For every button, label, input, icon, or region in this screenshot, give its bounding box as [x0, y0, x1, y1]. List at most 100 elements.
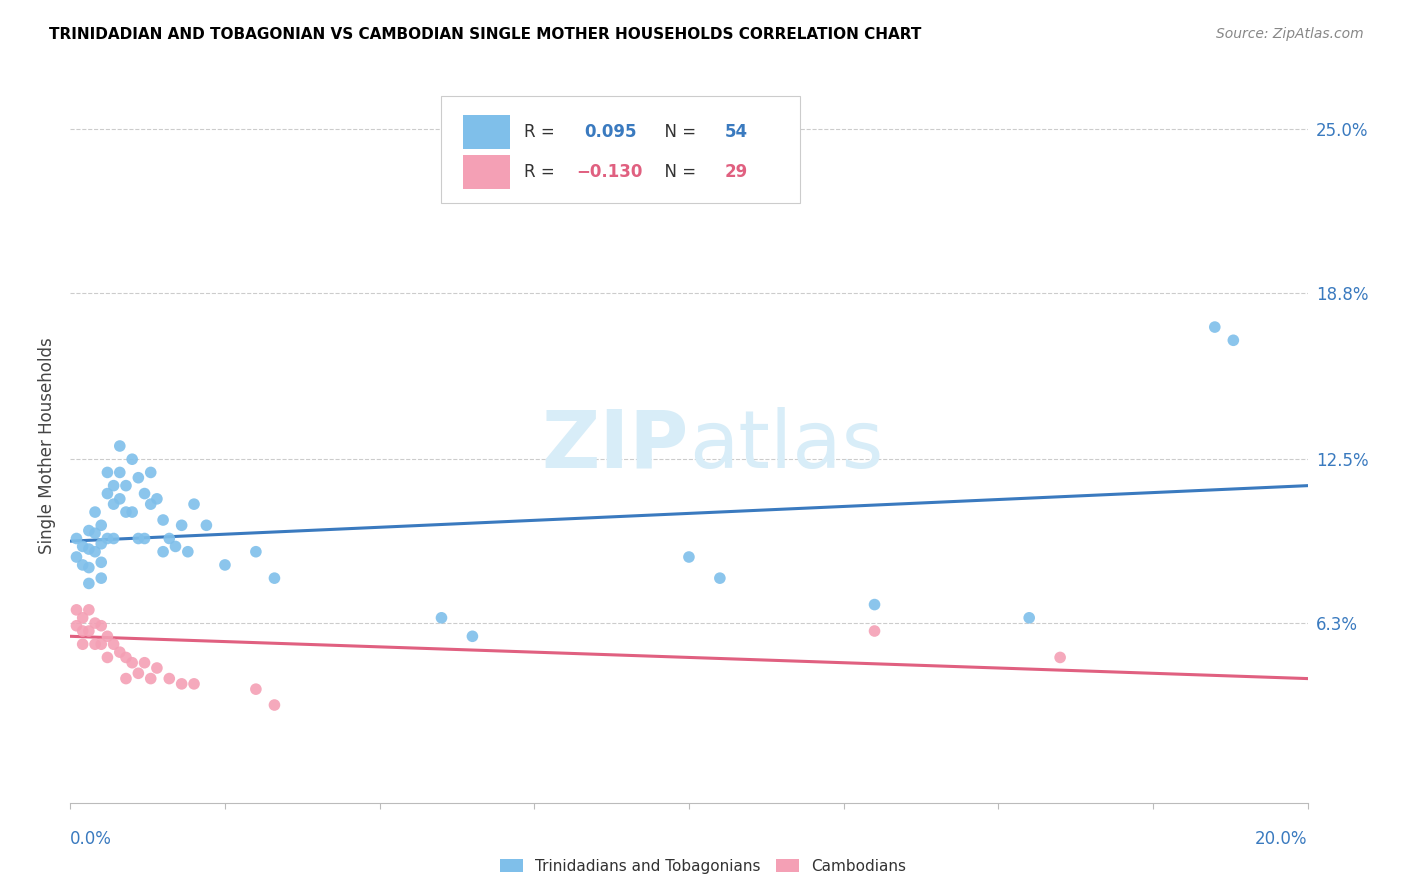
Point: [121, 656, 143, 670]
Point: [461, 629, 484, 643]
Text: R =: R =: [524, 123, 561, 141]
FancyBboxPatch shape: [463, 154, 509, 189]
Point: [863, 624, 886, 638]
Point: [84, 616, 107, 631]
Point: [96, 650, 118, 665]
Point: [678, 549, 700, 564]
Point: [1222, 333, 1244, 347]
Point: [103, 497, 125, 511]
Point: [115, 505, 138, 519]
Point: [165, 540, 187, 554]
Point: [72, 624, 94, 638]
Point: [103, 478, 125, 492]
Text: 29: 29: [725, 163, 748, 181]
Point: [65, 532, 87, 546]
Point: [139, 672, 162, 686]
Point: [157, 532, 180, 546]
Text: atlas: atlas: [689, 407, 883, 485]
Point: [77, 624, 100, 638]
Legend: Trinidadians and Tobagonians, Cambodians: Trinidadians and Tobagonians, Cambodians: [494, 853, 912, 880]
Point: [77, 603, 100, 617]
Point: [96, 532, 118, 546]
Point: [65, 603, 87, 617]
Text: N =: N =: [654, 163, 702, 181]
Point: [183, 677, 205, 691]
Point: [157, 672, 180, 686]
Point: [90, 618, 112, 632]
Point: [103, 637, 125, 651]
Point: [77, 576, 100, 591]
Point: [72, 637, 94, 651]
Text: −0.130: −0.130: [576, 163, 643, 181]
Point: [115, 478, 138, 492]
Point: [177, 545, 200, 559]
Point: [90, 518, 112, 533]
Point: [103, 532, 125, 546]
Point: [96, 629, 118, 643]
Text: 20.0%: 20.0%: [1256, 830, 1308, 847]
Point: [134, 486, 156, 500]
Point: [115, 650, 138, 665]
Text: 54: 54: [725, 123, 748, 141]
Text: N =: N =: [654, 123, 702, 141]
Point: [108, 439, 131, 453]
Point: [84, 637, 107, 651]
Point: [65, 549, 87, 564]
Text: R =: R =: [524, 163, 561, 181]
Point: [127, 666, 149, 681]
Text: ZIP: ZIP: [541, 407, 689, 485]
Point: [170, 677, 193, 691]
Point: [84, 526, 107, 541]
Text: 0.095: 0.095: [583, 123, 637, 141]
Point: [72, 540, 94, 554]
Y-axis label: Single Mother Households: Single Mother Households: [38, 338, 56, 554]
Point: [863, 598, 886, 612]
Point: [121, 452, 143, 467]
Point: [108, 645, 131, 659]
Point: [134, 532, 156, 546]
Point: [245, 545, 267, 559]
Point: [1018, 611, 1040, 625]
Point: [183, 497, 205, 511]
FancyBboxPatch shape: [441, 96, 800, 203]
Point: [90, 637, 112, 651]
Point: [127, 471, 149, 485]
Point: [115, 672, 138, 686]
Point: [72, 558, 94, 572]
Text: TRINIDADIAN AND TOBAGONIAN VS CAMBODIAN SINGLE MOTHER HOUSEHOLDS CORRELATION CHA: TRINIDADIAN AND TOBAGONIAN VS CAMBODIAN …: [49, 27, 921, 42]
Point: [1049, 650, 1071, 665]
Text: Source: ZipAtlas.com: Source: ZipAtlas.com: [1216, 27, 1364, 41]
Point: [90, 571, 112, 585]
Point: [108, 466, 131, 480]
Point: [77, 542, 100, 557]
FancyBboxPatch shape: [463, 115, 509, 149]
Point: [108, 491, 131, 506]
Point: [96, 486, 118, 500]
Point: [214, 558, 236, 572]
Point: [134, 656, 156, 670]
Point: [152, 513, 174, 527]
Point: [709, 571, 731, 585]
Point: [152, 545, 174, 559]
Point: [77, 524, 100, 538]
Point: [96, 466, 118, 480]
Point: [84, 505, 107, 519]
Point: [170, 518, 193, 533]
Point: [121, 505, 143, 519]
Point: [430, 611, 453, 625]
Point: [146, 491, 169, 506]
Text: 0.0%: 0.0%: [70, 830, 112, 847]
Point: [146, 661, 169, 675]
Point: [139, 466, 162, 480]
Point: [127, 532, 149, 546]
Point: [90, 555, 112, 569]
Point: [195, 518, 218, 533]
Point: [1204, 320, 1226, 334]
Point: [90, 537, 112, 551]
Point: [139, 497, 162, 511]
Point: [245, 682, 267, 697]
Point: [72, 611, 94, 625]
Point: [77, 560, 100, 574]
Point: [65, 618, 87, 632]
Point: [263, 571, 285, 585]
